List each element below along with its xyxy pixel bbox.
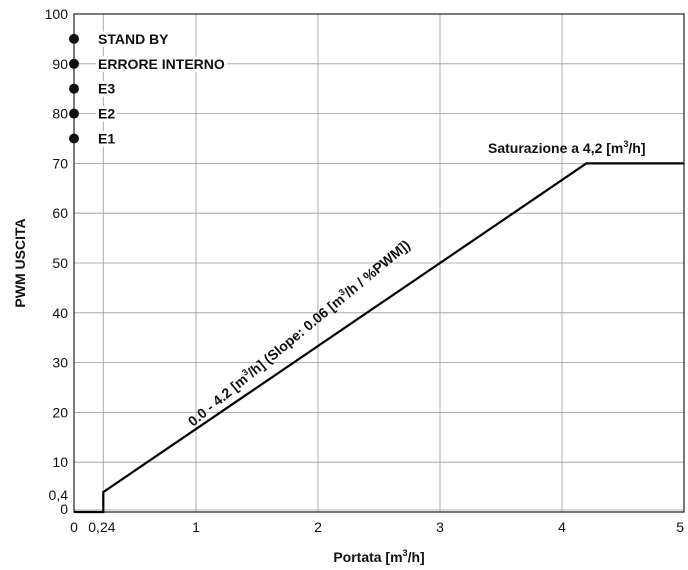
status-point [69,108,79,119]
x-tick-label: 0,24 [88,519,115,535]
y-tick-label: 80 [52,106,68,122]
grid-lines [74,14,684,512]
status-label: E1 [98,131,115,147]
x-axis-title: Portata [m3/h] [333,548,424,565]
status-point [69,58,79,69]
x-tick-label: 4 [558,519,566,535]
y-tick-label: 50 [52,255,68,271]
y-tick-label: 0 [60,501,68,517]
y-tick-label: 30 [52,355,68,371]
y-tick-labels: 00,4 10 20 30 40 50 60 70 80 90 100 [45,6,69,517]
x-tick-labels: 0 0,24 1 2 3 4 5 [70,519,684,535]
x-tick-label: 3 [436,519,444,535]
y-tick-label: 70 [52,155,68,171]
series-line-0 [74,162,684,514]
status-label: E3 [98,81,115,97]
plot-frame [73,13,685,513]
saturation-annotation: Saturazione a 4,2 [m3/h] [488,139,646,156]
x-tick-label: 2 [314,519,322,535]
y-tick-label: 100 [45,6,69,22]
series-layer [74,162,684,514]
status-points: STAND BY ERRORE INTERNO E3 E2 E1 [69,28,228,150]
status-point [69,83,79,94]
y-tick-label: 10 [52,454,68,470]
x-tick-label: 1 [192,519,200,535]
status-point [69,33,79,44]
slope-annotation: 0.0 - 4.2 [m3/h] (Slope: 0.06 [m3/h / %P… [184,236,413,430]
y-tick-label: 0,4 [49,487,69,503]
y-tick-label: 20 [52,404,68,420]
status-label: STAND BY [98,31,169,47]
y-axis-title: PWM USCITA [12,218,28,307]
y-tick-label: 60 [52,205,68,221]
x-tick-label: 5 [676,519,684,535]
status-label: ERRORE INTERNO [98,56,225,72]
status-label: E2 [98,106,115,122]
y-tick-label: 90 [52,56,68,72]
y-tick-label: 40 [52,305,68,321]
x-tick-label: 0 [70,519,78,535]
status-point [69,133,79,144]
